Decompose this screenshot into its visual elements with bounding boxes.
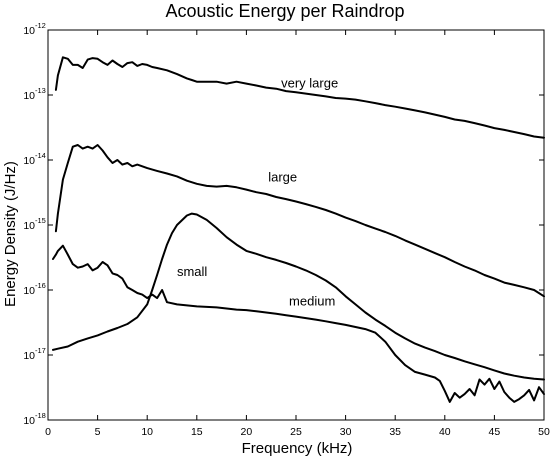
series-label-small: small [177, 264, 207, 279]
y-tick-exponent: -16 [35, 281, 46, 290]
chart-title: Acoustic Energy per Raindrop [165, 1, 404, 21]
x-tick-label: 45 [489, 426, 501, 438]
y-tick-label: 10 [23, 25, 35, 37]
axis-ticks: 0 5 10 15 20 25 30 35 40 45 5010-1210-1310-1410-15… [23, 21, 550, 438]
y-tick-label: 10 [23, 350, 35, 362]
series-line-very-large [54, 56, 545, 139]
series-label-medium: medium [289, 293, 335, 308]
y-tick-label: 10 [23, 285, 35, 297]
x-tick-label: 15 [191, 426, 203, 438]
y-tick-exponent: -17 [35, 346, 46, 355]
series-line-small [52, 212, 545, 381]
y-tick-exponent: -14 [35, 151, 46, 160]
x-tick-label: 20 [241, 426, 253, 438]
x-axis-label: Frequency (kHz) [242, 440, 353, 457]
series-label-large: large [268, 169, 297, 184]
x-tick-label: 40 [439, 426, 451, 438]
x-tick-label: 30 [340, 426, 352, 438]
y-tick-exponent: -15 [35, 216, 46, 225]
x-tick-label: 35 [389, 426, 401, 438]
series-labels: very large large small medium [177, 76, 338, 309]
x-tick-label: 0 [45, 426, 51, 438]
series-line-medium [52, 244, 545, 403]
y-tick-label: 10 [23, 415, 35, 427]
y-tick-label: 10 [23, 220, 35, 232]
series-lines [52, 56, 545, 403]
y-tick-exponent: -18 [35, 411, 46, 420]
y-tick-label: 10 [23, 90, 35, 102]
y-tick-label: 10 [23, 155, 35, 167]
series-line-large [54, 144, 545, 298]
x-tick-label: 25 [290, 426, 302, 438]
y-tick-exponent: -12 [35, 21, 46, 30]
series-label-very-large: very large [281, 76, 338, 91]
x-tick-label: 5 [95, 426, 101, 438]
y-tick-exponent: -13 [35, 86, 46, 95]
x-tick-label: 50 [538, 426, 550, 438]
x-tick-label: 10 [141, 426, 153, 438]
y-axis-label: Energy Density (J/Hz) [2, 161, 19, 307]
